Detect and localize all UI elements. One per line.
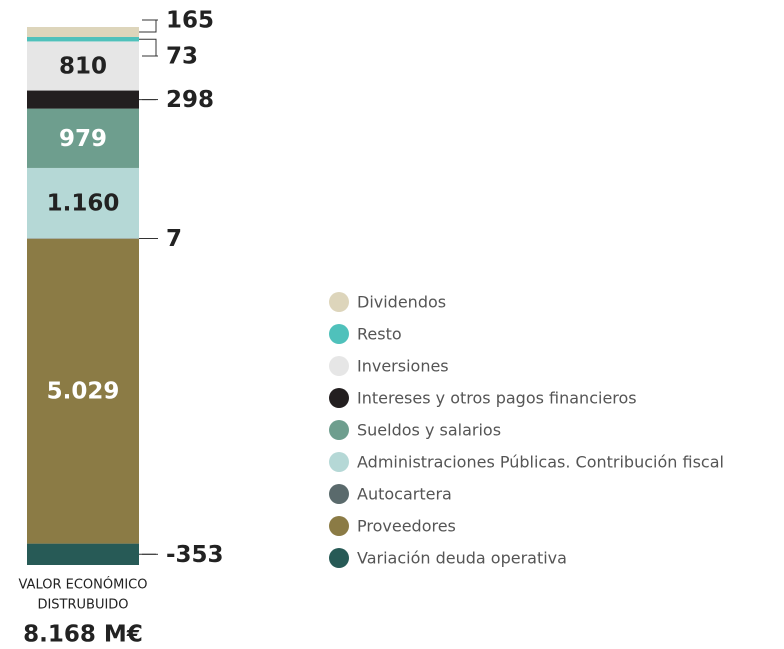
legend-swatch [329,452,349,472]
caption: DISTRUBUIDO [37,598,128,613]
value-label: 165 [166,8,214,34]
bar-segment [27,167,139,239]
value-label: 298 [166,87,214,113]
caption: VALOR ECONÓMICO [19,577,148,593]
legend-swatch [329,324,349,344]
legend-label: Sueldos y salarios [357,421,501,440]
legend-swatch [329,420,349,440]
legend-label: Inversiones [357,357,449,376]
bar-segment [27,41,139,91]
legend-swatch [329,292,349,312]
bar-segment [27,90,139,109]
leader-line [139,19,158,33]
legend-label: Intereses y otros pagos financieros [357,389,637,408]
value-label: -353 [166,542,224,568]
bar-segment [27,108,139,168]
value-label: 7 [166,226,182,252]
bar-segment [27,543,139,565]
legend-swatch [329,548,349,568]
legend-swatch [329,356,349,376]
leader-line [139,38,158,57]
value-label: 73 [166,44,198,70]
legend-label: Administraciones Públicas. Contribución … [357,453,724,472]
bar-segment [27,238,139,544]
value-label: 5.029 [47,379,120,405]
value-label: 1.160 [47,191,120,217]
legend-label: Resto [357,325,402,344]
legend-label: Dividendos [357,293,446,312]
total-label: 8.168 M€ [23,622,143,648]
value-label: 979 [59,126,107,152]
bar-segment [27,37,139,42]
legend-label: Proveedores [357,517,456,536]
value-label: 810 [59,53,107,79]
legend-swatch [329,388,349,408]
legend-label: Variación deuda operativa [357,549,567,568]
legend-swatch [329,484,349,504]
legend-label: Autocartera [357,485,452,504]
bar-segment [27,27,139,38]
legend-swatch [329,516,349,536]
